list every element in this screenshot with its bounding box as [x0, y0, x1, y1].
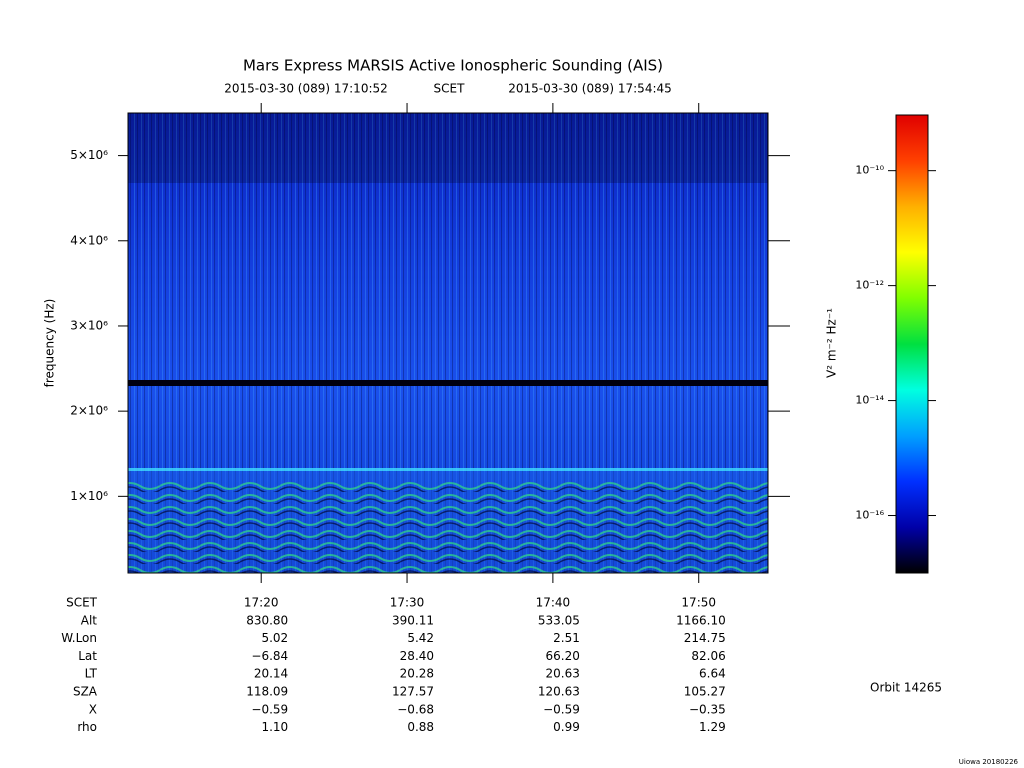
x-tick-label: 17:40 — [536, 596, 571, 610]
ephemeris-value: 0.88 — [407, 720, 434, 734]
ephemeris-value: −0.59 — [543, 702, 580, 716]
chart-title: Mars Express MARSIS Active Ionospheric S… — [243, 57, 663, 75]
ephemeris-value: 1166.10 — [676, 613, 726, 627]
ephemeris-value: 20.28 — [400, 667, 434, 681]
y-tick-label: 4×10⁶ — [70, 233, 108, 247]
ephemeris-value: 105.27 — [684, 685, 726, 699]
ephemeris-value: −0.35 — [689, 702, 726, 716]
orbit-label: Orbit 14265 — [870, 681, 942, 695]
ephemeris-value: −0.68 — [397, 702, 434, 716]
ephemeris-value: 214.75 — [684, 631, 726, 645]
x-tick-label: 17:20 — [244, 596, 279, 610]
ephemeris-label: rho — [77, 720, 97, 734]
colorbar-tick-label: 10⁻¹⁶ — [855, 509, 884, 522]
ephemeris-value: 2.51 — [553, 631, 580, 645]
ephemeris-value: 5.02 — [261, 631, 288, 645]
ephemeris-value: 20.63 — [546, 667, 580, 681]
y-tick-label: 1×10⁶ — [70, 489, 108, 503]
ephemeris-label: SZA — [73, 685, 98, 699]
ephemeris-value: 533.05 — [538, 613, 580, 627]
y-tick-label: 5×10⁶ — [70, 148, 108, 162]
ephemeris-label: Alt — [81, 613, 98, 627]
ephemeris-label: LT — [85, 667, 98, 681]
colorbar — [895, 114, 929, 574]
y-axis-label: frequency (Hz) — [43, 299, 57, 388]
subtitle: SCET — [434, 82, 466, 96]
ephemeris-value: 118.09 — [246, 685, 288, 699]
ephemeris-value: 120.63 — [538, 685, 580, 699]
ephemeris-value: 1.29 — [699, 720, 726, 734]
ephemeris-value: 6.64 — [699, 667, 726, 681]
credit: Uiowa 20180226 — [959, 758, 1019, 766]
ephemeris-value: 390.11 — [392, 613, 434, 627]
ephemeris-value: 1.10 — [261, 720, 288, 734]
x-tick-label: 17:50 — [681, 596, 716, 610]
ephemeris-value: 5.42 — [407, 631, 434, 645]
colorbar-tick-label: 10⁻¹² — [855, 279, 884, 292]
y-tick-label: 3×10⁶ — [70, 318, 108, 332]
ephemeris-label: W.Lon — [61, 631, 97, 645]
ephemeris-value: 82.06 — [691, 649, 725, 663]
y-tick-label: 2×10⁶ — [70, 404, 108, 418]
spectrogram — [127, 112, 769, 574]
ephemeris-label: Lat — [78, 649, 97, 663]
x-tick-label: 17:30 — [390, 596, 425, 610]
ephemeris-value: −0.59 — [251, 702, 288, 716]
ephemeris-value: 66.20 — [546, 649, 580, 663]
ephemeris-value: 28.40 — [400, 649, 434, 663]
colorbar-label: V² m⁻² Hz⁻¹ — [825, 308, 839, 378]
subtitle: 2015-03-30 (089) 17:54:45 — [508, 82, 672, 96]
ephemeris-value: 0.99 — [553, 720, 580, 734]
ephemeris-label: X — [89, 702, 97, 716]
ephemeris-value: −6.84 — [251, 649, 288, 663]
subtitle: 2015-03-30 (089) 17:10:52 — [224, 82, 388, 96]
colorbar-tick-label: 10⁻¹⁰ — [855, 164, 884, 177]
x-axis-label: SCET — [66, 596, 98, 610]
colorbar-tick-label: 10⁻¹⁴ — [855, 394, 884, 407]
ephemeris-value: 127.57 — [392, 685, 434, 699]
ephemeris-value: 20.14 — [254, 667, 288, 681]
ephemeris-value: 830.80 — [246, 613, 288, 627]
